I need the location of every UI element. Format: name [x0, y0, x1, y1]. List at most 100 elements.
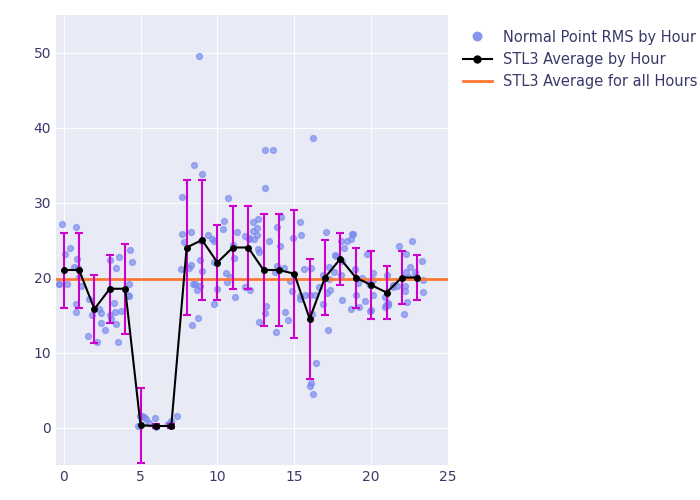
Point: [239, 284, 251, 292]
Point: [211, 285, 223, 293]
Point: [253, 215, 264, 223]
Point: [71, 300, 82, 308]
Point: [398, 310, 409, 318]
Point: [223, 194, 234, 202]
Point: [383, 298, 394, 306]
Point: [410, 272, 421, 280]
Point: [282, 316, 293, 324]
Point: [295, 231, 306, 239]
Point: [189, 161, 200, 169]
Point: [194, 256, 205, 264]
Point: [92, 338, 103, 346]
Point: [335, 238, 346, 246]
Point: [172, 412, 183, 420]
Point: [124, 280, 135, 288]
Point: [403, 274, 414, 281]
Point: [83, 332, 94, 340]
Point: [393, 242, 405, 250]
Point: [176, 192, 188, 200]
Point: [295, 292, 306, 300]
Point: [325, 286, 336, 294]
Point: [328, 268, 339, 276]
Point: [122, 291, 134, 299]
Point: [307, 390, 318, 398]
Point: [178, 238, 190, 246]
Point: [195, 237, 206, 245]
Point: [93, 305, 104, 313]
Point: [352, 279, 363, 287]
Point: [364, 307, 375, 315]
Point: [62, 280, 73, 287]
Point: [305, 264, 316, 272]
Point: [71, 255, 83, 263]
Point: [318, 300, 329, 308]
Point: [229, 294, 240, 302]
Point: [186, 320, 197, 328]
Point: [400, 268, 412, 276]
Point: [69, 263, 80, 271]
Point: [359, 297, 370, 305]
Point: [309, 290, 321, 298]
Point: [244, 234, 255, 242]
Point: [74, 272, 85, 280]
Point: [166, 418, 177, 426]
Point: [272, 262, 283, 270]
Point: [331, 252, 342, 260]
Point: [307, 310, 318, 318]
Point: [338, 244, 349, 252]
Point: [368, 291, 379, 299]
Point: [64, 244, 76, 252]
Point: [220, 268, 232, 276]
Point: [314, 284, 325, 292]
Point: [134, 412, 146, 420]
Point: [304, 382, 315, 390]
Point: [86, 311, 97, 319]
Point: [108, 299, 119, 307]
Point: [194, 282, 205, 290]
Point: [202, 231, 214, 239]
Point: [251, 224, 262, 232]
Point: [368, 276, 379, 284]
Point: [365, 280, 376, 288]
Point: [208, 236, 219, 244]
Point: [260, 146, 271, 154]
Point: [197, 170, 208, 178]
Point: [100, 326, 111, 334]
Point: [400, 287, 411, 295]
Point: [245, 286, 256, 294]
Point: [267, 146, 279, 154]
Point: [123, 292, 134, 300]
Point: [176, 230, 188, 238]
Point: [323, 263, 335, 271]
Point: [351, 290, 362, 298]
Point: [272, 223, 283, 231]
Point: [248, 235, 260, 243]
Point: [335, 271, 346, 279]
Point: [306, 379, 317, 387]
Point: [126, 258, 137, 266]
Point: [116, 306, 127, 314]
Point: [379, 293, 391, 301]
Point: [417, 288, 428, 296]
Point: [232, 228, 243, 236]
Point: [260, 302, 272, 310]
Point: [187, 280, 198, 288]
Point: [288, 234, 299, 242]
Point: [150, 422, 162, 430]
Point: [183, 264, 194, 272]
Point: [361, 250, 372, 258]
Point: [280, 308, 291, 316]
Point: [186, 228, 197, 236]
Point: [218, 218, 230, 226]
Point: [337, 257, 348, 265]
Point: [193, 52, 204, 60]
Point: [162, 420, 174, 428]
Point: [53, 280, 64, 287]
Point: [342, 237, 353, 245]
Point: [60, 250, 71, 258]
Point: [400, 282, 411, 290]
Point: [208, 300, 219, 308]
Point: [329, 251, 340, 259]
Point: [251, 232, 262, 239]
Point: [392, 282, 403, 290]
